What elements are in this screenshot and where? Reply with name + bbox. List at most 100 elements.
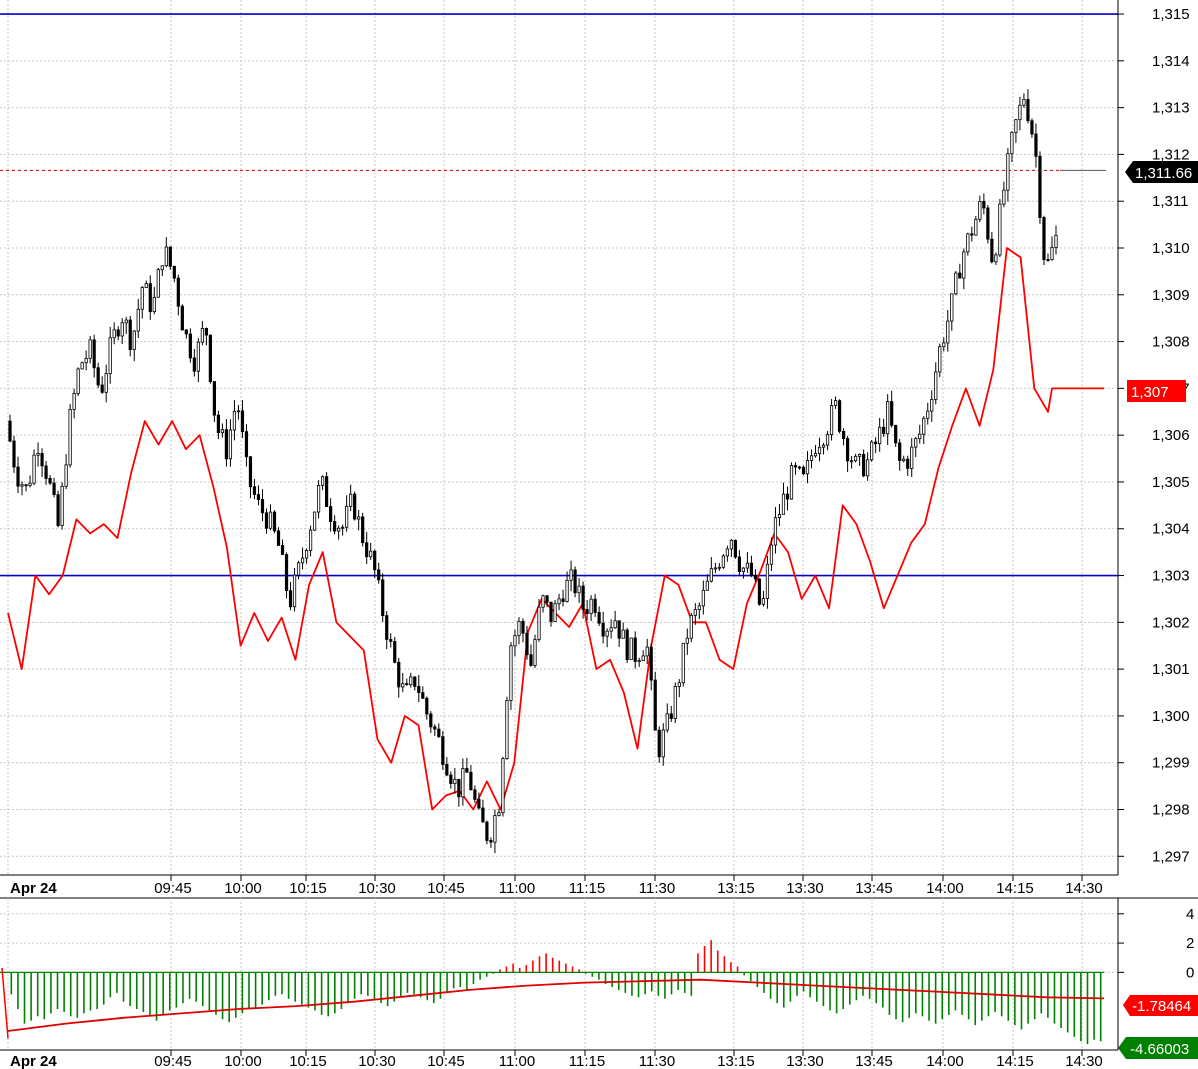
time-label: 10:30 — [358, 1053, 396, 1069]
candle — [445, 764, 449, 776]
candle — [284, 554, 289, 592]
candle — [737, 556, 741, 573]
candle — [288, 590, 293, 608]
time-label: 10:15 — [289, 1053, 327, 1069]
candle — [693, 609, 697, 616]
candle — [902, 458, 906, 462]
candle — [381, 579, 385, 616]
candle — [449, 774, 453, 784]
candle — [268, 511, 273, 529]
candle — [264, 512, 269, 529]
candle — [545, 595, 549, 603]
candle — [204, 328, 208, 336]
candle — [501, 758, 505, 814]
candle — [333, 521, 337, 532]
price-tick-label: 1,302 — [1152, 614, 1190, 631]
candle — [685, 637, 689, 644]
candle — [677, 682, 681, 687]
candle — [1006, 153, 1010, 191]
candle — [172, 265, 176, 279]
candle — [721, 555, 725, 568]
date-label-top: Apr 24 — [10, 880, 57, 897]
candle — [477, 799, 481, 809]
candle — [280, 545, 285, 555]
candle — [493, 815, 497, 843]
candle — [341, 526, 345, 529]
candle — [216, 414, 221, 434]
time-label: 10:30 — [358, 880, 396, 897]
candle — [453, 778, 457, 784]
candle — [878, 426, 882, 445]
price-tick-label: 1,300 — [1152, 708, 1190, 725]
indicator-tick-label: 2 — [1186, 935, 1194, 952]
candle — [653, 679, 657, 731]
candle — [982, 201, 986, 209]
candle — [64, 464, 68, 487]
time-labels-top: 09:45 10:00 10:15 10:30 10:45 11:00 11:15 11:30… — [154, 875, 1103, 897]
candle — [465, 768, 469, 773]
time-label: 11:00 — [499, 1053, 535, 1069]
candle — [393, 640, 397, 663]
candle — [785, 493, 790, 500]
candle — [413, 676, 417, 687]
candle — [753, 575, 758, 580]
candle — [60, 485, 64, 526]
candle — [841, 430, 846, 439]
indicator-tick-label: 0 — [1186, 964, 1194, 981]
candle — [349, 493, 353, 507]
time-label: 13:30 — [786, 880, 824, 897]
time-axis-top: Apr 24 09:45 10:00 10:15 10:30 10:45 11:00 11:… — [0, 874, 1198, 899]
candle — [296, 562, 301, 576]
candle — [661, 729, 665, 758]
indicator-axis-ticks: 4 2 0 — [1118, 906, 1194, 981]
candle — [741, 567, 746, 573]
time-label: 11:30 — [639, 880, 675, 897]
candle — [361, 516, 365, 544]
candle — [817, 446, 822, 454]
candle — [369, 550, 373, 558]
candle — [970, 233, 974, 236]
price-tick-label: 1,304 — [1152, 521, 1190, 538]
candle — [922, 417, 926, 435]
candle — [389, 639, 393, 642]
candle — [373, 550, 377, 571]
signal-line — [7, 978, 1105, 1032]
candle — [164, 246, 168, 267]
candle — [990, 238, 994, 263]
candle — [405, 683, 409, 686]
candle — [513, 635, 517, 647]
candle — [292, 574, 297, 608]
price-tick-label: 1,301 — [1152, 661, 1190, 678]
candle — [894, 424, 898, 444]
candle — [942, 342, 946, 348]
candle — [858, 453, 862, 457]
time-label: 11:15 — [569, 1053, 605, 1069]
candle — [485, 821, 489, 841]
candle — [906, 458, 910, 469]
candle — [441, 736, 445, 765]
candle — [409, 676, 413, 686]
time-label: 14:00 — [926, 880, 964, 897]
indicator-panel: 4 2 0 -1.78464 -4.66003 — [0, 898, 1198, 1059]
candle — [866, 459, 870, 477]
time-label: 11:30 — [639, 1053, 675, 1069]
candle — [954, 272, 958, 295]
price-tick-label: 1,310 — [1152, 240, 1190, 257]
candle — [629, 637, 633, 661]
candle — [986, 207, 990, 240]
candle — [946, 320, 950, 344]
candle — [228, 429, 233, 460]
candle — [252, 486, 257, 495]
candle — [509, 645, 513, 701]
candle — [196, 341, 200, 372]
candle — [757, 578, 762, 605]
candle — [108, 337, 112, 374]
time-label: 10:45 — [427, 1053, 465, 1069]
candle — [256, 494, 261, 500]
price-tick-label: 1,313 — [1152, 100, 1190, 117]
candle — [910, 446, 914, 469]
candle — [854, 455, 858, 462]
candle — [92, 339, 96, 369]
candle — [769, 544, 774, 565]
